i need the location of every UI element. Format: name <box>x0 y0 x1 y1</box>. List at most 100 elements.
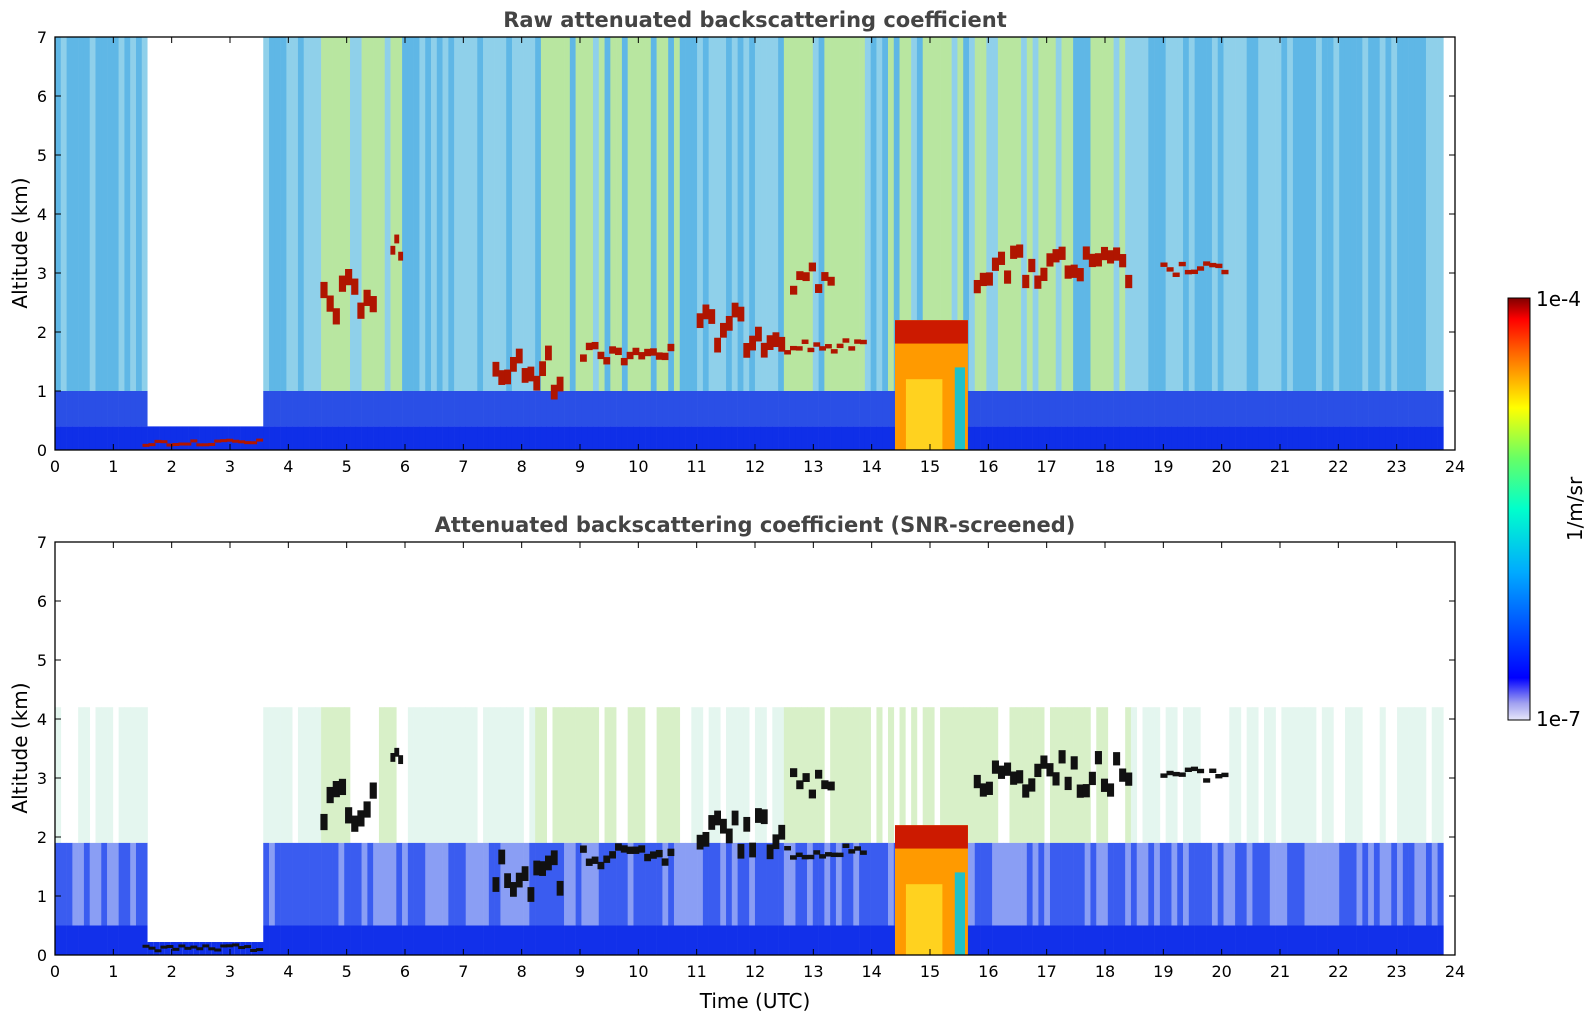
heatmap-cell <box>511 426 519 450</box>
x-tick-label: 6 <box>400 457 410 476</box>
heatmap-cell <box>205 37 212 262</box>
heatmap-cell <box>685 426 692 450</box>
heatmap-cell <box>95 391 102 427</box>
heatmap-cell <box>1252 37 1259 391</box>
heatmap-cell <box>581 391 588 427</box>
heatmap-cell <box>992 707 999 843</box>
heatmap-cell <box>847 842 854 926</box>
heatmap-cell <box>726 707 733 843</box>
heatmap-cell <box>488 426 495 450</box>
heatmap-cell <box>1183 37 1190 391</box>
cloud-layer <box>515 348 523 364</box>
heatmap-cell <box>1235 707 1242 843</box>
heatmap-cell <box>240 925 247 955</box>
heatmap-cell <box>135 925 143 955</box>
heatmap-cell <box>332 37 339 391</box>
x-tick-label: 4 <box>283 457 293 476</box>
y-tick-label: 4 <box>37 710 47 729</box>
heatmap-cell <box>101 37 108 391</box>
heatmap-cell <box>888 391 895 427</box>
cloud-layer <box>766 335 774 350</box>
heatmap-cell <box>378 37 386 391</box>
x-tick-label: 15 <box>920 457 940 476</box>
cloud-layer <box>702 304 710 320</box>
heatmap-cell <box>361 842 368 926</box>
x-tick-label: 0 <box>50 962 60 981</box>
cloud-layer <box>827 781 835 791</box>
heatmap-cell <box>1073 426 1080 450</box>
cloud-layer-top <box>895 825 968 849</box>
heatmap-cell <box>824 925 831 955</box>
heatmap-cell <box>1136 426 1143 450</box>
heatmap-cell <box>245 426 252 450</box>
heatmap-cell <box>251 261 258 391</box>
heatmap-cell <box>286 426 293 450</box>
cloud-layer <box>1107 783 1115 797</box>
cloud-layer <box>226 944 234 948</box>
heatmap-cell <box>1344 391 1352 427</box>
heatmap-cell <box>888 707 895 843</box>
heatmap-cell <box>1154 925 1161 955</box>
x-tick-label: 12 <box>745 962 765 981</box>
heatmap-cell <box>477 842 484 926</box>
heatmap-cell <box>1194 707 1201 843</box>
cloud-layer <box>154 949 162 953</box>
heatmap-cell <box>575 707 582 843</box>
heatmap-cell <box>170 842 177 926</box>
heatmap-cell <box>101 391 108 427</box>
heatmap-cell <box>1304 925 1311 955</box>
heatmap-cell <box>633 707 640 843</box>
heatmap-cell <box>1269 842 1276 926</box>
heatmap-cell <box>164 842 171 926</box>
x-tick-label: 24 <box>1445 962 1465 981</box>
cloud-layer <box>533 860 541 876</box>
heatmap-cell <box>390 707 397 843</box>
heatmap-cell <box>193 261 200 391</box>
heatmap-cell <box>1321 37 1328 391</box>
heatmap-cell <box>303 707 310 843</box>
heatmap-cell <box>888 37 895 391</box>
cloud-layer <box>142 944 150 948</box>
heatmap-cell <box>367 426 374 450</box>
heatmap-cell <box>402 37 409 391</box>
cloud-layer <box>190 439 198 443</box>
heatmap-cell <box>546 426 553 450</box>
heatmap-cell <box>72 426 79 450</box>
heatmap-cell <box>928 707 935 843</box>
heatmap-cell <box>587 707 594 843</box>
cloud-layer <box>510 882 517 897</box>
heatmap-cell <box>1408 707 1415 843</box>
cloud-layer <box>737 306 745 322</box>
heatmap-cell <box>506 37 513 391</box>
heatmap-cell <box>280 391 287 427</box>
heatmap-cell <box>592 426 600 450</box>
heatmap-cell <box>1102 707 1109 843</box>
heatmap-cell <box>986 426 993 450</box>
heatmap-cell <box>1159 842 1166 926</box>
heatmap-cell <box>807 842 814 926</box>
heatmap-cell <box>164 37 171 262</box>
heatmap-cell <box>621 426 628 450</box>
heatmap-cell <box>778 707 785 843</box>
x-tick-label: 18 <box>1095 962 1115 981</box>
heatmap-cell <box>338 842 345 926</box>
heatmap-cell <box>135 842 143 926</box>
heatmap-cell <box>1200 391 1207 427</box>
heatmap-cell <box>772 37 779 391</box>
x-tick-label: 14 <box>861 962 881 981</box>
heatmap-cell <box>228 391 235 427</box>
x-tick-label: 9 <box>575 457 585 476</box>
heatmap-cell <box>535 426 542 450</box>
heatmap-cell <box>269 707 276 843</box>
heatmap-cell <box>656 925 663 955</box>
heatmap-cell <box>240 391 247 427</box>
cloud-layer <box>973 279 981 294</box>
heatmap-cell <box>824 391 831 427</box>
heatmap-cell <box>1321 426 1328 450</box>
heatmap-cell <box>864 925 871 955</box>
heatmap-cell <box>587 925 594 955</box>
heatmap-cell <box>1032 37 1039 391</box>
heatmap-cell <box>159 391 166 427</box>
heatmap-cell <box>488 391 495 427</box>
